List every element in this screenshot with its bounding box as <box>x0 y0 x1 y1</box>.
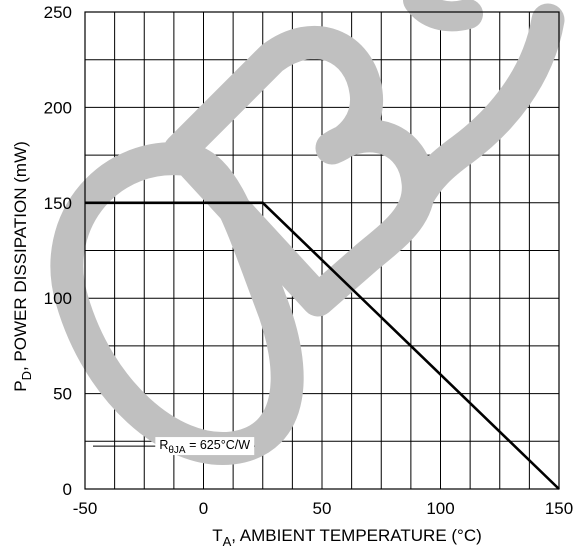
y-tick-label: 150 <box>44 194 72 213</box>
y-tick-label: 200 <box>44 98 72 117</box>
y-axis-title-subscript: D <box>19 371 34 380</box>
x-axis-title-t: T <box>212 526 222 545</box>
x-axis-title-subscript: A <box>223 534 232 548</box>
x-tick-label: 100 <box>426 499 454 518</box>
series-layer <box>85 201 560 490</box>
x-axis-title-rest: , AMBIENT TEMPERATURE (°C) <box>231 526 482 545</box>
watermark-letter-s-top <box>403 0 483 32</box>
annotation-value: = 625°C/W <box>186 438 251 452</box>
y-axis-title: PD, POWER DISSIPATION (mW) <box>11 141 34 392</box>
x-tick-labels: -50 0 50 100 150 <box>73 499 573 518</box>
y-tick-label: 250 <box>44 3 72 22</box>
x-tick-label: 150 <box>545 499 573 518</box>
x-tick-label: 0 <box>199 499 208 518</box>
rthja-annotation: RθJA = 625°C/W <box>93 437 255 456</box>
watermark-letter-s <box>401 3 565 213</box>
annotation-background <box>155 437 255 456</box>
annotation-r-subscript: θJA <box>168 445 186 456</box>
derating-curve <box>85 201 560 490</box>
y-tick-label: 100 <box>44 289 72 308</box>
x-axis-title: TA, AMBIENT TEMPERATURE (°C) <box>212 526 482 548</box>
plot-border <box>84 11 560 490</box>
watermark-letter-b <box>163 25 435 317</box>
y-axis-title-rest: , POWER DISSIPATION (mW) <box>11 141 30 371</box>
obs-watermark <box>50 0 565 465</box>
annotation-r: R <box>159 438 168 452</box>
x-tick-label: -50 <box>73 499 98 518</box>
x-tick-label: 50 <box>313 499 332 518</box>
y-tick-labels: 0 50 100 150 200 250 <box>44 3 72 499</box>
y-axis-title-p: P <box>11 380 30 391</box>
y-tick-label: 0 <box>63 480 72 499</box>
plot-frame <box>84 11 560 490</box>
y-tick-label: 50 <box>53 385 72 404</box>
annotation-label: RθJA = 625°C/W <box>159 438 250 455</box>
